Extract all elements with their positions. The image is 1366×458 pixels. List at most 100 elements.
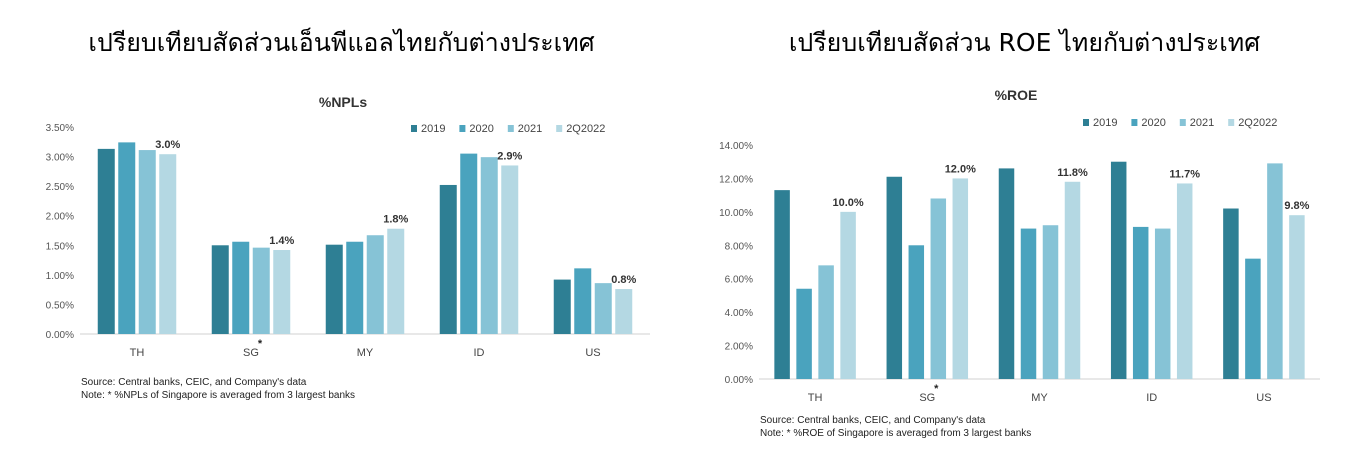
npl-legend-swatch-2019 xyxy=(411,125,417,132)
npl-ytick-label: 0.00% xyxy=(46,330,74,341)
roe-ytick-label: 2.00% xyxy=(725,342,753,353)
roe-category-label-sg: SG xyxy=(919,392,935,404)
roe-ytick-label: 6.00% xyxy=(725,275,753,286)
roe-bar-sg-2020 xyxy=(908,245,925,379)
roe-bar-id-2020 xyxy=(1132,226,1149,379)
npl-chart: %NPLs 0.00% 0.50% 1.00% 1.50% 2.00% 2.50% 3.00%… xyxy=(46,94,650,359)
roe-bar-sg-2021 xyxy=(930,198,947,379)
npl-ytick-label: 3.50% xyxy=(46,123,74,134)
roe-source: Source: Central banks, CEIC, and Company… xyxy=(760,415,986,426)
npl-note: Note: * %NPLs of Singapore is averaged f… xyxy=(81,390,356,401)
roe-note: Note: * %ROE of Singapore is averaged fr… xyxy=(760,428,1032,439)
npl-ytick-label: 3.00% xyxy=(46,153,74,164)
npl-ytick-label: 1.50% xyxy=(46,241,74,252)
roe-bar-my-2019 xyxy=(998,168,1015,379)
npl-bar-sg-2020 xyxy=(232,241,250,334)
npl-bar-th-2q2022 xyxy=(159,154,177,334)
roe-category-label-id: ID xyxy=(1146,392,1157,404)
roe-category-label-us: US xyxy=(1256,392,1271,404)
npl-data-label-th: 3.0% xyxy=(155,139,180,151)
roe-data-label-id: 11.7% xyxy=(1169,168,1200,180)
roe-data-label-my: 11.8% xyxy=(1057,167,1088,179)
npl-heading: เปรียบเทียบสัดส่วนเอ็นพีแอลไทยกับต่างประ… xyxy=(88,28,595,57)
roe-data-label-us: 9.8% xyxy=(1284,200,1309,212)
npl-bar-my-2020 xyxy=(346,241,364,334)
roe-ytick-label: 14.00% xyxy=(719,141,753,152)
roe-bar-id-2021 xyxy=(1154,228,1171,379)
roe-ytick-label: 0.00% xyxy=(725,375,753,386)
npl-bar-sg-2021 xyxy=(252,247,270,334)
roe-data-label-th: 10.0% xyxy=(832,197,863,209)
npl-legend-swatch-2020 xyxy=(459,125,466,132)
npl-panel: เปรียบเทียบสัดส่วนเอ็นพีแอลไทยกับต่างประ… xyxy=(46,28,650,401)
roe-data-label-sg: 12.0% xyxy=(945,163,976,175)
npl-bar-us-2021 xyxy=(594,283,612,334)
roe-heading: เปรียบเทียบสัดส่วน ROE ไทยกับต่างประเทศ xyxy=(788,28,1261,57)
roe-ytick-label: 12.00% xyxy=(719,174,753,185)
npl-category-label-my: MY xyxy=(357,347,374,359)
roe-bar-th-2020 xyxy=(796,288,812,379)
npl-legend-label-2021: 2021 xyxy=(518,123,542,135)
npl-ytick-label: 0.50% xyxy=(46,300,74,311)
roe-legend-label-2q2022: 2Q2022 xyxy=(1238,117,1277,129)
roe-bar-us-2019 xyxy=(1223,208,1239,379)
npl-data-label-id: 2.9% xyxy=(497,150,522,162)
npl-legend-swatch-2021 xyxy=(507,125,514,132)
roe-bar-th-2019 xyxy=(774,190,790,379)
npl-category-label-us: US xyxy=(585,347,600,359)
roe-bar-th-2q2022 xyxy=(840,211,856,379)
roe-chart-title: %ROE xyxy=(995,87,1038,103)
npl-data-label-us: 0.8% xyxy=(611,274,636,286)
roe-chart: %ROE 0.00% 2.00% 4.00% 6.00% 8.00% 10.00% 12.00… xyxy=(719,87,1320,404)
npl-bar-id-2q2022 xyxy=(501,165,519,334)
npl-bar-us-2019 xyxy=(553,279,571,334)
roe-ytick-label: 4.00% xyxy=(725,308,753,319)
roe-panel: เปรียบเทียบสัดส่วน ROE ไทยกับต่างประเทศ … xyxy=(683,0,1366,458)
roe-legend-label-2019: 2019 xyxy=(1093,117,1117,129)
npl-category-label-th: TH xyxy=(130,347,145,359)
npl-bar-us-2020 xyxy=(574,268,592,334)
roe-bar-us-2020 xyxy=(1245,258,1261,379)
roe-bar-us-2021 xyxy=(1267,163,1283,379)
npl-bar-us-2q2022 xyxy=(615,289,633,334)
npl-category-label-id: ID xyxy=(474,347,485,359)
roe-category-label-my: MY xyxy=(1031,392,1048,404)
npl-bar-sg-2q2022 xyxy=(273,250,291,334)
npl-bar-th-2021 xyxy=(138,150,156,334)
roe-legend-swatch-2019 xyxy=(1083,119,1089,126)
roe-bar-us-2q2022 xyxy=(1289,215,1305,379)
npl-bar-my-2019 xyxy=(325,244,343,334)
npl-bar-my-2q2022 xyxy=(387,228,405,334)
roe-bar-sg-2q2022 xyxy=(952,178,969,379)
roe-bar-my-2q2022 xyxy=(1064,181,1081,379)
roe-legend-label-2020: 2020 xyxy=(1141,117,1165,129)
roe-bar-id-2q2022 xyxy=(1176,183,1193,379)
npl-ytick-label: 2.50% xyxy=(46,182,74,193)
npl-bar-my-2021 xyxy=(366,235,384,334)
roe-legend-swatch-2020 xyxy=(1131,119,1138,126)
npl-category-label-sg: SG xyxy=(243,347,259,359)
roe-ytick-label: 10.00% xyxy=(719,208,753,219)
npl-legend-label-2019: 2019 xyxy=(421,123,445,135)
npl-bar-th-2019 xyxy=(97,148,115,334)
npl-ytick-label: 1.00% xyxy=(46,271,74,282)
roe-category-marker: * xyxy=(934,383,939,395)
roe-legend-swatch-2q2022 xyxy=(1228,119,1235,126)
roe-bar-sg-2019 xyxy=(886,176,903,379)
npl-source: Source: Central banks, CEIC, and Company… xyxy=(81,377,307,388)
roe-category-label-th: TH xyxy=(808,392,823,404)
npl-legend-label-2q2022: 2Q2022 xyxy=(566,123,605,135)
npl-ytick-label: 2.00% xyxy=(46,212,74,223)
roe-bar-th-2021 xyxy=(818,265,834,379)
npl-bar-id-2021 xyxy=(480,157,498,334)
npl-category-marker: * xyxy=(258,338,263,350)
roe-legend-swatch-2021 xyxy=(1179,119,1186,126)
npl-data-label-sg: 1.4% xyxy=(269,235,294,247)
npl-data-label-my: 1.8% xyxy=(383,214,408,226)
roe-ytick-label: 8.00% xyxy=(725,241,753,252)
npl-bar-id-2020 xyxy=(460,153,478,334)
npl-bar-id-2019 xyxy=(439,184,457,334)
npl-bar-sg-2019 xyxy=(211,245,229,334)
roe-legend-label-2021: 2021 xyxy=(1190,117,1214,129)
npl-legend-swatch-2q2022 xyxy=(556,125,563,132)
